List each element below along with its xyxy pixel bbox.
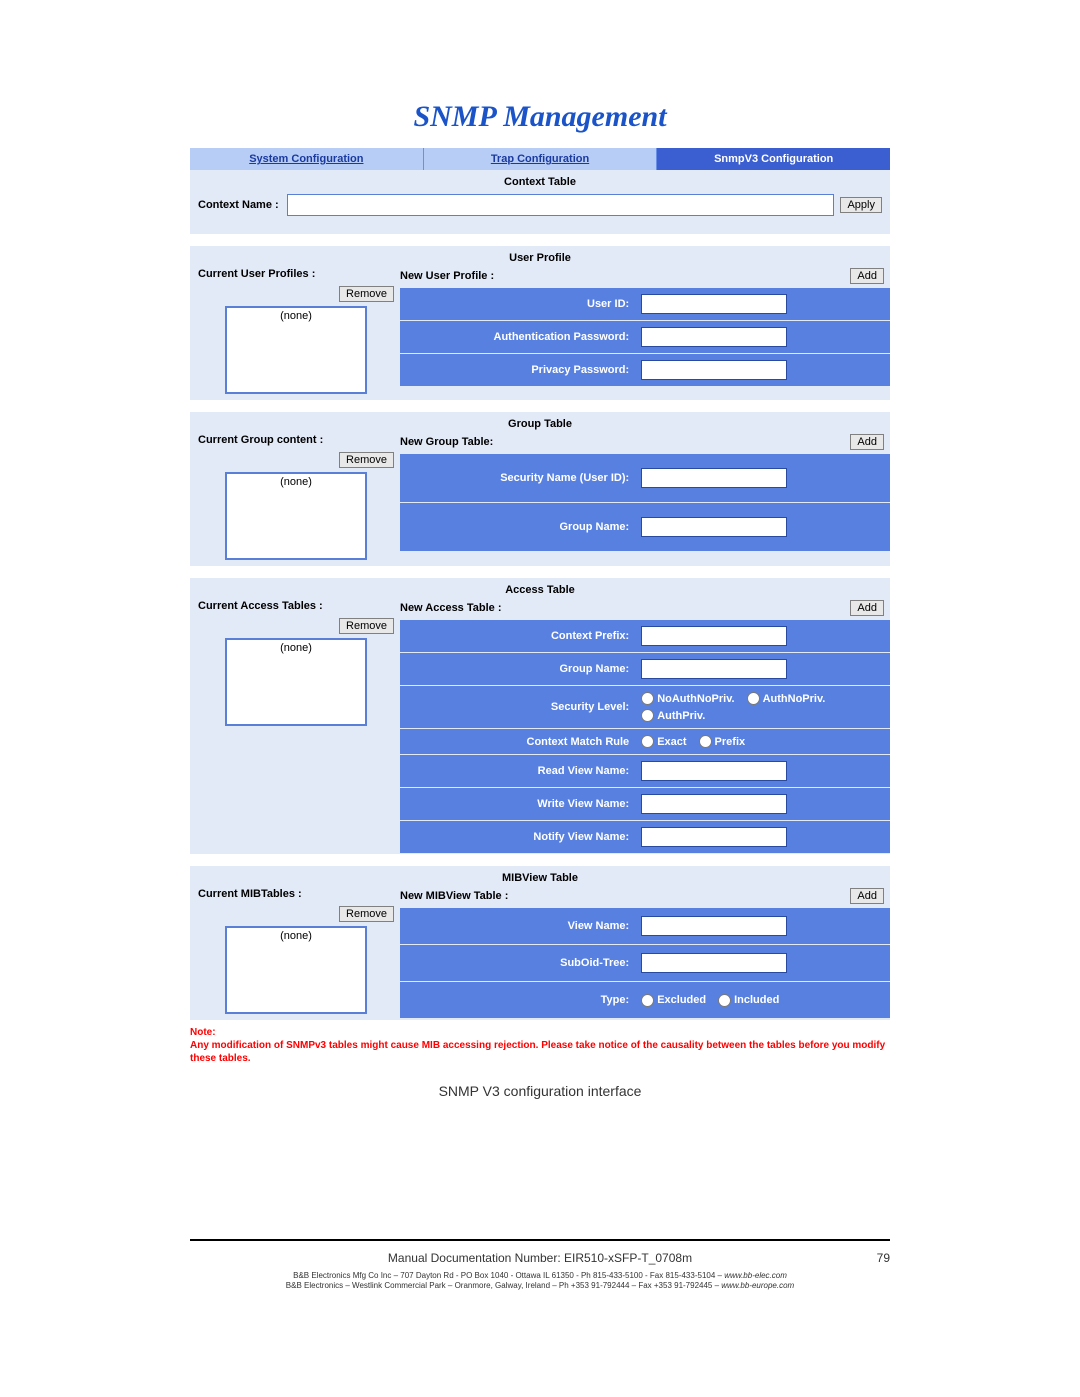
note-title: Note: <box>190 1027 216 1038</box>
context-name-label: Context Name : <box>198 199 279 211</box>
context-name-input[interactable] <box>287 194 835 216</box>
apply-button[interactable]: Apply <box>840 197 882 213</box>
footer-rule <box>190 1239 890 1241</box>
type-label: Type: <box>400 982 635 1019</box>
user-profile-listbox[interactable]: (none) <box>225 306 367 394</box>
add-access-button[interactable]: Add <box>850 600 884 616</box>
figure-caption: SNMP V3 configuration interface <box>190 1083 890 1099</box>
notify-view-name-input[interactable] <box>641 827 787 847</box>
security-name-label: Security Name (User ID): <box>400 454 635 503</box>
radio-excluded[interactable]: Excluded <box>641 994 706 1007</box>
auth-password-label: Authentication Password: <box>400 321 635 354</box>
tab-bar: System Configuration Trap Configuration … <box>190 148 890 170</box>
group-name-label: Group Name: <box>400 503 635 552</box>
current-group-content-label: Current Group content : <box>198 434 394 446</box>
tab-system-config[interactable]: System Configuration <box>190 148 424 170</box>
notify-view-name-label: Notify View Name: <box>400 821 635 854</box>
user-id-input[interactable] <box>641 294 787 314</box>
privacy-password-input[interactable] <box>641 360 787 380</box>
group-table-title: Group Table <box>190 412 890 434</box>
add-user-button[interactable]: Add <box>850 268 884 284</box>
page-number: 79 <box>877 1251 890 1265</box>
write-view-name-label: Write View Name: <box>400 788 635 821</box>
add-group-button[interactable]: Add <box>850 434 884 450</box>
current-access-tables-label: Current Access Tables : <box>198 600 394 612</box>
radio-authpriv[interactable]: AuthPriv. <box>641 709 705 722</box>
access-group-name-input[interactable] <box>641 659 787 679</box>
radio-exact[interactable]: Exact <box>641 735 686 748</box>
suboid-tree-input[interactable] <box>641 953 787 973</box>
remove-mibview-button[interactable]: Remove <box>339 906 394 922</box>
radio-included[interactable]: Included <box>718 994 779 1007</box>
write-view-name-input[interactable] <box>641 794 787 814</box>
privacy-password-label: Privacy Password: <box>400 354 635 387</box>
group-listbox[interactable]: (none) <box>225 472 367 560</box>
security-level-label: Security Level: <box>400 686 635 729</box>
doc-number: Manual Documentation Number: EIR510-xSFP… <box>190 1251 890 1265</box>
context-prefix-input[interactable] <box>641 626 787 646</box>
tab-snmpv3-config[interactable]: SnmpV3 Configuration <box>657 148 890 170</box>
security-name-input[interactable] <box>641 468 787 488</box>
footer-address: B&B Electronics Mfg Co Inc – 707 Dayton … <box>190 1271 890 1290</box>
current-mibtables-label: Current MIBTables : <box>198 888 394 900</box>
mibview-table-panel: MIBView Table Current MIBTables : Remove… <box>190 866 890 1020</box>
context-table-title: Context Table <box>190 170 890 192</box>
group-table-panel: Group Table Current Group content : Remo… <box>190 412 890 566</box>
mibview-table-title: MIBView Table <box>190 866 890 888</box>
user-id-label: User ID: <box>400 288 635 321</box>
access-table-panel: Access Table Current Access Tables : Rem… <box>190 578 890 854</box>
remove-access-button[interactable]: Remove <box>339 618 394 634</box>
add-mibview-button[interactable]: Add <box>850 888 884 904</box>
new-access-table-label: New Access Table : <box>400 602 844 614</box>
current-user-profiles-label: Current User Profiles : <box>198 268 394 280</box>
access-listbox[interactable]: (none) <box>225 638 367 726</box>
new-group-table-label: New Group Table: <box>400 436 844 448</box>
radio-prefix[interactable]: Prefix <box>699 735 746 748</box>
new-mibview-table-label: New MIBView Table : <box>400 890 844 902</box>
note-block: Note: Any modification of SNMPv3 tables … <box>190 1026 890 1065</box>
view-name-label: View Name: <box>400 908 635 945</box>
remove-user-button[interactable]: Remove <box>339 286 394 302</box>
note-text: Any modification of SNMPv3 tables might … <box>190 1040 885 1064</box>
remove-group-button[interactable]: Remove <box>339 452 394 468</box>
user-profile-panel: User Profile Current User Profiles : Rem… <box>190 246 890 400</box>
new-user-profile-label: New User Profile : <box>400 270 844 282</box>
read-view-name-input[interactable] <box>641 761 787 781</box>
user-profile-title: User Profile <box>190 246 890 268</box>
context-prefix-label: Context Prefix: <box>400 620 635 653</box>
page-title: SNMP Management <box>190 100 890 134</box>
mibview-listbox[interactable]: (none) <box>225 926 367 1014</box>
context-match-rule-label: Context Match Rule <box>400 729 635 755</box>
view-name-input[interactable] <box>641 916 787 936</box>
access-table-title: Access Table <box>190 578 890 600</box>
context-table-panel: Context Table Context Name : Apply <box>190 170 890 234</box>
suboid-tree-label: SubOid-Tree: <box>400 945 635 982</box>
group-name-input[interactable] <box>641 517 787 537</box>
read-view-name-label: Read View Name: <box>400 755 635 788</box>
auth-password-input[interactable] <box>641 327 787 347</box>
tab-trap-config[interactable]: Trap Configuration <box>424 148 658 170</box>
radio-authnopriv[interactable]: AuthNoPriv. <box>747 692 826 705</box>
access-group-name-label: Group Name: <box>400 653 635 686</box>
radio-noauthnopriv[interactable]: NoAuthNoPriv. <box>641 692 734 705</box>
